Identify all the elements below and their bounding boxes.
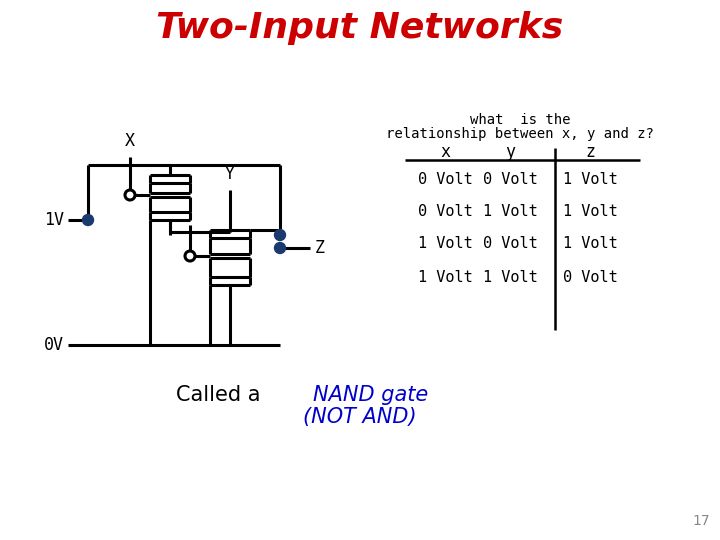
Circle shape <box>274 230 286 240</box>
Circle shape <box>125 190 135 200</box>
Text: 0 Volt: 0 Volt <box>482 237 537 252</box>
Text: Y: Y <box>225 165 235 183</box>
Text: 0 Volt: 0 Volt <box>482 172 537 187</box>
Text: 1 Volt: 1 Volt <box>562 237 617 252</box>
Text: 1 Volt: 1 Volt <box>562 172 617 187</box>
Text: Two-Input Networks: Two-Input Networks <box>156 11 564 45</box>
Text: 1 Volt: 1 Volt <box>482 271 537 286</box>
Text: 17: 17 <box>693 514 710 528</box>
Text: what  is the: what is the <box>469 113 570 127</box>
Text: 1V: 1V <box>44 211 64 229</box>
Text: z: z <box>585 143 595 161</box>
Text: 1 Volt: 1 Volt <box>418 237 472 252</box>
Text: 1 Volt: 1 Volt <box>562 205 617 219</box>
Circle shape <box>83 214 94 226</box>
Circle shape <box>185 251 195 261</box>
Text: X: X <box>125 132 135 150</box>
Text: 0V: 0V <box>44 336 64 354</box>
Text: x: x <box>440 143 450 161</box>
Text: y: y <box>505 143 515 161</box>
Text: Z: Z <box>315 239 325 257</box>
Text: relationship between x, y and z?: relationship between x, y and z? <box>386 127 654 141</box>
Text: 1 Volt: 1 Volt <box>482 205 537 219</box>
Text: NAND gate: NAND gate <box>313 385 428 406</box>
Text: 0 Volt: 0 Volt <box>562 271 617 286</box>
Circle shape <box>274 242 286 253</box>
Text: 0 Volt: 0 Volt <box>418 172 472 187</box>
Text: 1 Volt: 1 Volt <box>418 271 472 286</box>
Text: Called a: Called a <box>176 385 268 406</box>
Text: 0 Volt: 0 Volt <box>418 205 472 219</box>
Text: (NOT AND): (NOT AND) <box>303 407 417 427</box>
